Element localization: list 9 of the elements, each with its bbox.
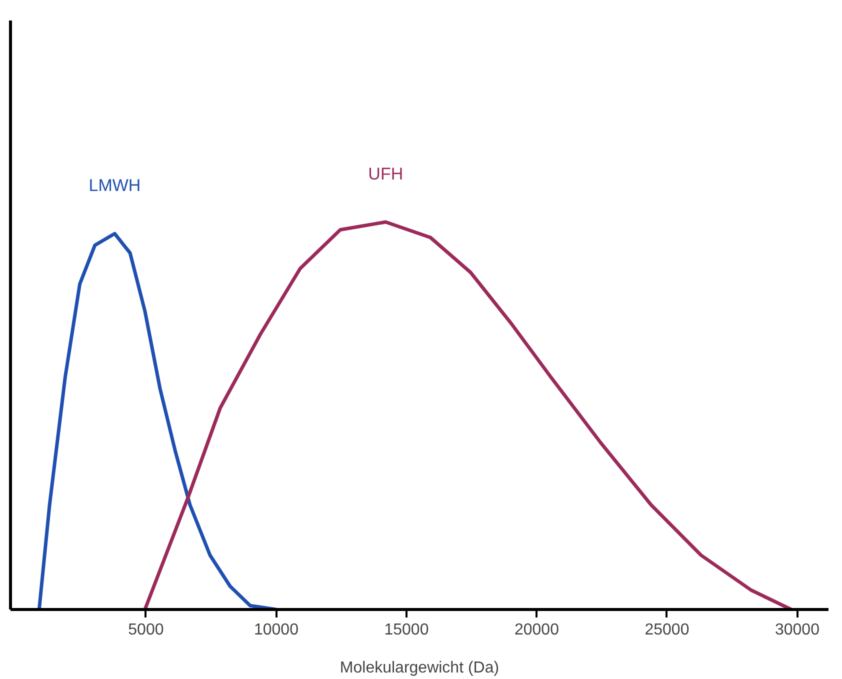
x-tick-label: 30000 bbox=[774, 622, 820, 638]
x-tick-label: 20000 bbox=[514, 622, 560, 638]
text: UFH bbox=[368, 164, 404, 184]
x-tick-label: 10000 bbox=[254, 622, 299, 638]
x-tick-label: 25000 bbox=[644, 622, 690, 638]
x-tick-label: 15000 bbox=[384, 622, 429, 638]
text: LMWH bbox=[88, 176, 141, 195]
x-tick-label: 5000 bbox=[128, 622, 164, 638]
x-axis-title: Molekulargewicht (Da) bbox=[340, 660, 500, 676]
